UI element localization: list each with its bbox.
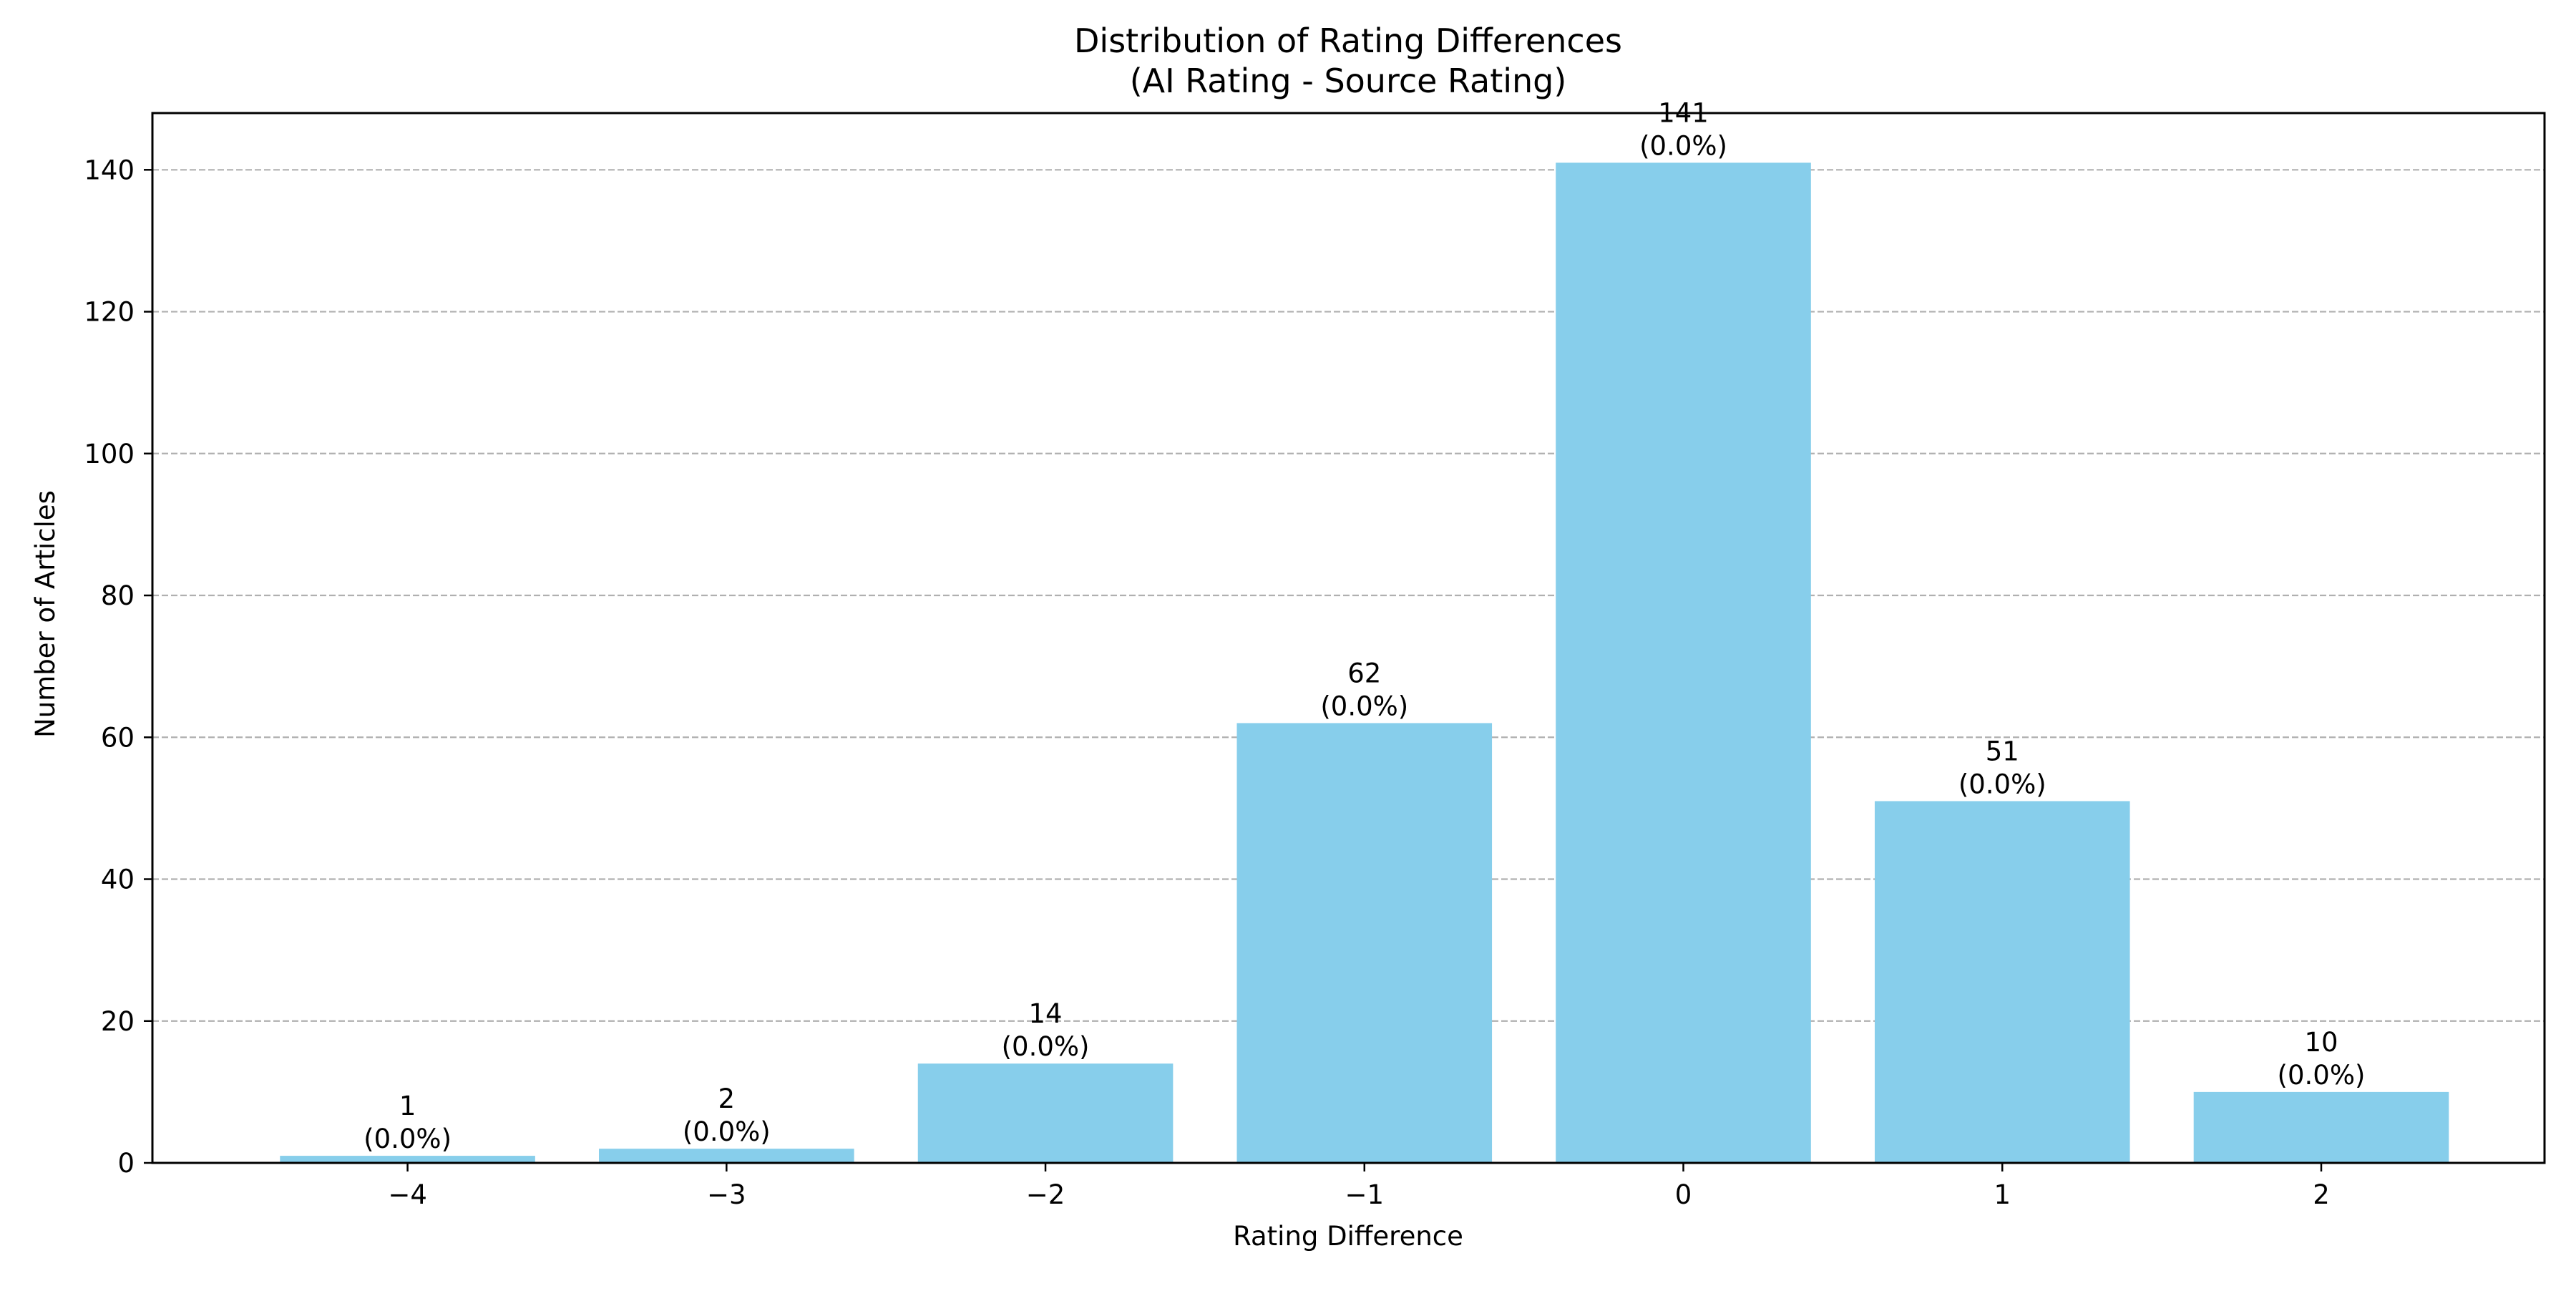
- data-label-count: 10: [2304, 1027, 2338, 1058]
- data-label-count: 62: [1347, 658, 1381, 688]
- y-tick-label: 20: [101, 1006, 135, 1037]
- bar-1: [1874, 801, 2130, 1163]
- bar-2: [2193, 1091, 2449, 1163]
- y-tick-label: 140: [84, 155, 135, 185]
- x-tick-label: −1: [1345, 1179, 1385, 1210]
- bar-minus-3: [599, 1149, 854, 1163]
- y-tick-label: 80: [101, 580, 135, 611]
- chart-title: Distribution of Rating Differences: [1074, 21, 1622, 60]
- data-label-percent: (0.0%): [1320, 691, 1408, 721]
- bar-minus-4: [280, 1156, 535, 1163]
- x-tick-label: −3: [707, 1179, 746, 1210]
- bar-0: [1556, 162, 1811, 1163]
- data-label-percent: (0.0%): [2278, 1060, 2366, 1091]
- plot-frame: [151, 112, 2546, 1164]
- bars: [280, 162, 2449, 1163]
- x-axis-label: Rating Difference: [1233, 1221, 1463, 1252]
- y-axis-label: Number of Articles: [30, 490, 61, 738]
- data-label-percent: (0.0%): [683, 1116, 771, 1147]
- data-label-percent: (0.0%): [364, 1124, 452, 1154]
- x-tick-label: −4: [388, 1179, 427, 1210]
- chart-subtitle: (AI Rating - Source Rating): [1130, 62, 1567, 100]
- x-tick-label: 0: [1675, 1179, 1692, 1210]
- bar-minus-2: [917, 1063, 1174, 1163]
- y-tick-label: 120: [84, 297, 135, 328]
- data-label-count: 51: [1986, 736, 2019, 766]
- y-tick-label: 60: [101, 722, 135, 753]
- data-labels: 1(0.0%)2(0.0%)14(0.0%)62(0.0%)141(0.0%)5…: [364, 97, 2365, 1154]
- y-tick-label: 40: [101, 864, 135, 895]
- x-tick-label: 1: [1994, 1179, 2011, 1210]
- y-tick-label: 0: [117, 1148, 135, 1179]
- x-tick-label: 2: [2313, 1179, 2330, 1210]
- y-tick-label: 100: [84, 439, 135, 469]
- x-tick-label: −2: [1026, 1179, 1065, 1210]
- data-label-percent: (0.0%): [1002, 1031, 1090, 1062]
- data-label-percent: (0.0%): [1639, 130, 1727, 161]
- data-label-count: 2: [718, 1083, 736, 1114]
- axes: 0 20 40 60 80 100 120 140 −4 −3 −2 −1 0 1 2: [84, 112, 2546, 1210]
- bar-minus-1: [1236, 723, 1493, 1163]
- data-label-count: 14: [1029, 998, 1063, 1029]
- data-label-count: 1: [399, 1091, 416, 1121]
- data-label-percent: (0.0%): [1958, 769, 2046, 799]
